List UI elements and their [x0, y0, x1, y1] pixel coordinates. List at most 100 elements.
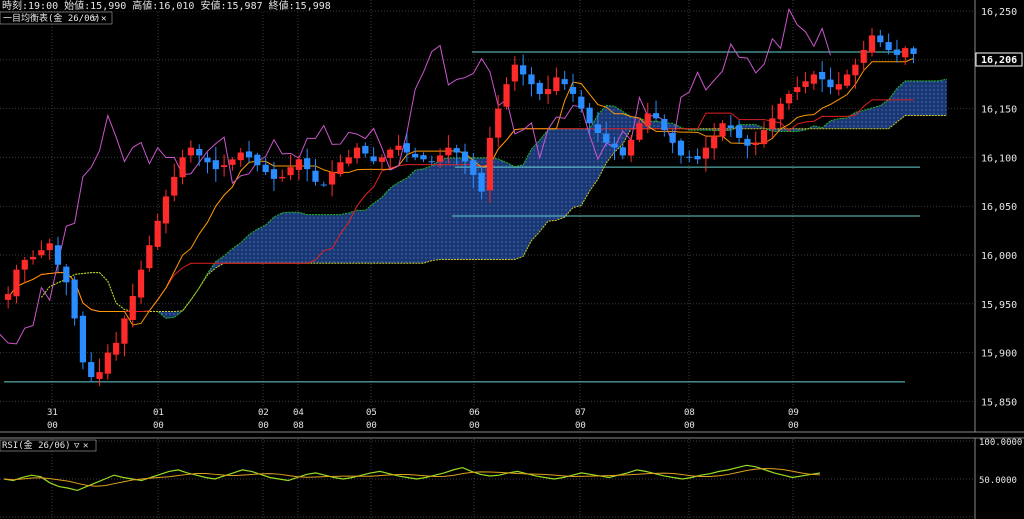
candle-body: [171, 176, 178, 196]
rsi-signal-line: [3, 467, 821, 487]
candle-body: [628, 139, 635, 156]
candle-body: [461, 151, 469, 162]
candle-body: [877, 35, 884, 43]
header-bg: [0, 0, 270, 11]
candle-body: [744, 138, 751, 146]
candle-body: [661, 118, 668, 131]
candle-body: [603, 133, 610, 143]
candle-body: [262, 164, 269, 173]
rsi-tick-label: 50.0000: [979, 476, 1017, 486]
candle-body: [611, 143, 618, 148]
candle-body: [270, 169, 278, 179]
candle-body: [113, 342, 120, 355]
rsi-collapse-icon[interactable]: ▽: [74, 441, 80, 451]
candle-body: [395, 145, 402, 150]
candle-body: [13, 269, 20, 297]
candle-body: [777, 103, 784, 120]
time-tick-day: 07: [575, 408, 586, 418]
candle-body: [29, 256, 37, 260]
candle-body: [711, 135, 718, 149]
price-tick-label: 16,250: [981, 7, 1017, 18]
candle-body: [453, 148, 460, 153]
candle-body: [794, 87, 801, 93]
rsi-axis: 100.0000 50.0000: [979, 438, 1022, 486]
candle-body: [5, 294, 12, 300]
candle-body: [38, 250, 45, 256]
candle-body: [104, 352, 111, 374]
candle-body: [353, 147, 361, 159]
rsi-panel[interactable]: [3, 464, 821, 492]
rsi-close-icon[interactable]: ✕: [83, 441, 88, 451]
candle-body: [719, 123, 726, 137]
candle-body: [827, 79, 834, 88]
candle-body: [769, 118, 776, 129]
candle-body: [436, 155, 444, 162]
indicator-label-box[interactable]: [0, 11, 113, 25]
candle-body: [420, 155, 427, 160]
current-price-label: 16,206: [981, 55, 1017, 66]
candle-body: [785, 93, 793, 104]
candle-body: [553, 77, 560, 92]
candle-body: [312, 170, 319, 182]
candle-body: [694, 156, 701, 160]
candle-body: [187, 147, 195, 156]
candle-body: [578, 96, 585, 109]
candle-body: [843, 74, 851, 86]
price-axis: 16,25016,20016,15016,10016,05016,00015,9…: [981, 7, 1017, 408]
time-tick-hour: 00: [469, 421, 480, 431]
time-tick-day: 02: [258, 408, 269, 418]
price-tick-label: 15,850: [981, 397, 1017, 408]
candle-body: [304, 158, 311, 170]
time-tick-day: 04: [293, 408, 304, 418]
candle-body: [445, 147, 452, 156]
close-icon[interactable]: ✕: [101, 14, 106, 24]
candle-body: [387, 149, 394, 158]
candle-body: [362, 145, 369, 154]
time-tick-day: 09: [788, 408, 799, 418]
rsi-label: RSI(金 26/06): [2, 439, 71, 451]
candle-body: [428, 161, 435, 163]
candle-body: [528, 74, 535, 85]
collapse-icon[interactable]: ▽: [92, 14, 98, 24]
candle-body: [735, 125, 743, 138]
ichimoku-cloud: [41, 79, 947, 319]
senkou-span-b-line: [40, 115, 947, 312]
cloud-fill: [41, 79, 947, 319]
candle-body: [470, 160, 477, 175]
candle-body: [254, 154, 261, 166]
candle-body: [279, 176, 286, 179]
candle-body: [412, 153, 419, 158]
candle-body: [96, 372, 103, 379]
candle-body: [503, 84, 510, 107]
candle-body: [752, 142, 759, 145]
candle-body: [868, 35, 876, 53]
candle-body: [910, 48, 917, 54]
candle-body: [802, 81, 809, 87]
candle-body: [229, 159, 236, 165]
candle-body: [486, 137, 494, 191]
candle-body: [320, 184, 327, 186]
candle-body: [819, 71, 826, 80]
candle-body: [46, 243, 53, 251]
rsi-line: [3, 464, 821, 492]
price-tick-label: 16,000: [981, 251, 1017, 262]
candle-body: [520, 65, 527, 75]
time-tick-hour: 00: [788, 421, 799, 431]
candles: [5, 28, 917, 387]
candle-body: [495, 108, 502, 138]
price-tick-label: 16,050: [981, 202, 1017, 213]
candle-body: [54, 245, 62, 265]
time-tick-hour: 00: [258, 421, 269, 431]
candle-body: [337, 162, 344, 175]
candle-body: [21, 259, 28, 270]
candle-body: [902, 48, 909, 58]
candle-body: [204, 157, 211, 163]
candle-body: [893, 49, 901, 55]
rsi-label-box[interactable]: [0, 439, 97, 452]
time-tick-hour: 08: [293, 421, 304, 431]
candle-body: [88, 362, 95, 377]
current-price-tag: [975, 52, 1023, 67]
time-tick-day: 01: [153, 408, 164, 418]
candle-body: [79, 315, 87, 363]
